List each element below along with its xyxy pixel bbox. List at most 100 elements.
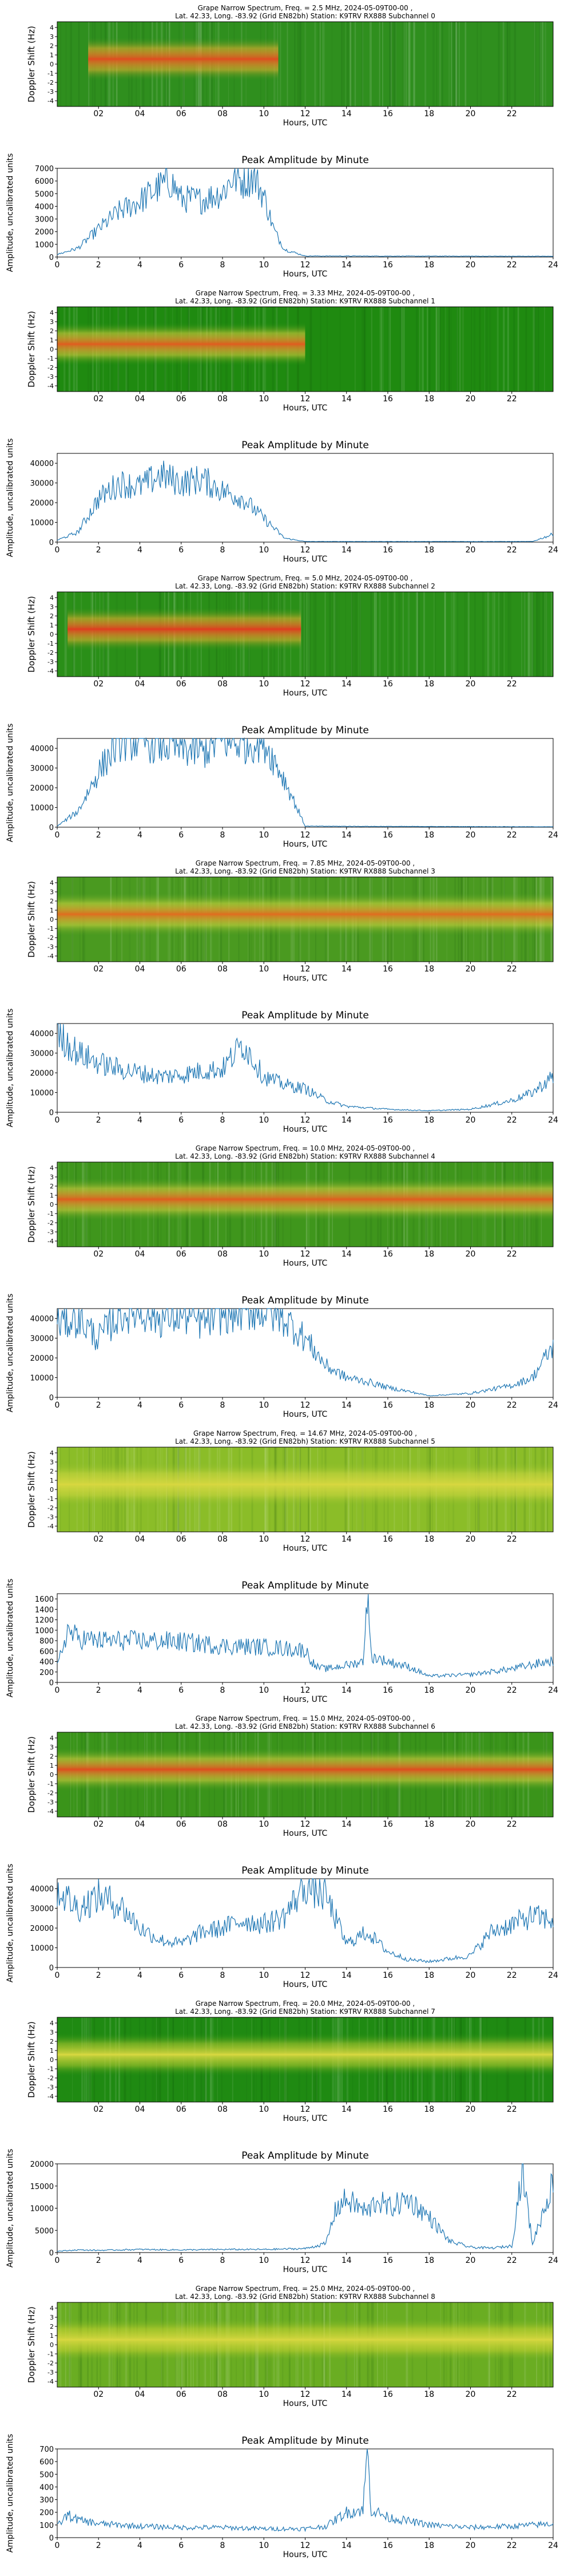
spectrogram-y-tick-label: -2	[47, 1504, 54, 1512]
spectrogram-texture	[382, 307, 384, 392]
spectrogram-texture	[407, 592, 410, 677]
amplitude-frame	[57, 453, 554, 543]
spectrogram-texture	[545, 22, 547, 106]
amplitude-x-tick-label: 22	[507, 1116, 517, 1125]
spectrogram-texture	[436, 22, 438, 106]
amplitude-x-tick-label: 10	[259, 831, 269, 840]
amplitude-x-tick-label: 10	[259, 1401, 269, 1410]
spectrogram-texture	[456, 22, 458, 106]
amplitude-x-tick-label: 16	[383, 1116, 393, 1125]
spectrogram-texture	[539, 22, 541, 106]
spectrogram-texture	[304, 592, 306, 677]
spectrogram-y-tick-label: 0	[50, 631, 54, 638]
amplitude-y-tick-label: 400	[39, 2483, 54, 2492]
spectrogram-x-tick-label: 18	[424, 2105, 434, 2114]
amplitude-y-axis-label: Amplitude, uncalibrated units	[6, 724, 15, 843]
amplitude-y-axis-label: Amplitude, uncalibrated units	[6, 1864, 15, 1983]
spectrogram-texture	[538, 592, 541, 677]
spectrogram-y-tick-label: 2	[50, 2038, 54, 2045]
amplitude-x-tick-label: 14	[341, 1686, 352, 1695]
spectrogram-texture	[536, 592, 539, 677]
spectrogram-texture	[468, 592, 470, 677]
panel-1: Grape Narrow Spectrum, Freq. = 3.33 MHz,…	[6, 289, 558, 564]
spectrogram-y-tick-label: 1	[50, 2047, 54, 2055]
spectrogram-texture	[375, 592, 378, 677]
spectrogram-x-tick-label: 14	[341, 2390, 352, 2399]
spectrogram-y-tick-label: 0	[50, 1771, 54, 1779]
spectrogram-texture	[464, 592, 465, 677]
amplitude-x-tick-label: 22	[507, 1401, 517, 1410]
panel-8: Grape Narrow Spectrum, Freq. = 25.0 MHz,…	[6, 2285, 558, 2559]
amplitude-x-tick-label: 14	[341, 1401, 352, 1410]
spectrogram-y-tick-label: -4	[47, 2093, 54, 2100]
panel-4: Grape Narrow Spectrum, Freq. = 10.0 MHz,…	[6, 1144, 558, 1419]
spectrogram-title-line1: Grape Narrow Spectrum, Freq. = 20.0 MHz,…	[196, 2000, 415, 2008]
spectrogram-y-tick-label: -3	[47, 88, 54, 96]
amplitude-x-tick-label: 24	[548, 1401, 558, 1410]
spectrogram-texture	[479, 307, 481, 392]
spectrogram-texture	[309, 307, 312, 392]
amplitude-x-tick-label: 18	[424, 1116, 434, 1125]
spectrogram-texture	[351, 592, 353, 677]
spectrogram-texture	[64, 592, 66, 677]
spectrogram-y-tick-label: -1	[47, 1210, 54, 1218]
spectrogram-y-tick-label: -2	[47, 934, 54, 942]
spectrogram-y-tick-label: 1	[50, 337, 54, 344]
spectrogram-texture	[402, 592, 404, 677]
amplitude-y-tick-label: 0	[49, 1964, 54, 1973]
spectrogram-texture	[442, 22, 443, 106]
spectrogram-texture	[304, 22, 307, 106]
spectrogram-texture	[413, 22, 415, 106]
spectrogram-x-tick-label: 10	[259, 109, 269, 118]
amplitude-x-tick-label: 12	[300, 1686, 311, 1695]
amplitude-x-tick-label: 4	[137, 1971, 142, 1980]
spectrogram-texture	[408, 592, 410, 677]
spectrogram-x-tick-label: 12	[300, 1250, 311, 1259]
spectrogram-y-axis-label: Doppler Shift (Hz)	[26, 1166, 37, 1243]
amplitude-y-axis-label: Amplitude, uncalibrated units	[6, 2434, 15, 2553]
amplitude-x-tick-label: 24	[548, 1686, 558, 1695]
spectrogram-y-tick-label: 1	[50, 1477, 54, 1484]
amplitude-x-tick-label: 20	[466, 2256, 476, 2265]
amplitude-chart: Peak Amplitude by Minute0200400600800100…	[6, 1579, 558, 1704]
amplitude-y-tick-label: 40000	[30, 1315, 54, 1323]
amplitude-x-tick-label: 22	[507, 831, 517, 840]
spectrogram-y-tick-label: 3	[50, 318, 54, 326]
amplitude-x-tick-label: 18	[424, 2256, 434, 2265]
spectrogram-texture	[319, 22, 321, 106]
spectrogram-x-tick-label: 12	[300, 394, 311, 404]
spectrogram-x-tick-label: 18	[424, 394, 434, 404]
spectrogram-x-tick-label: 08	[217, 2390, 228, 2399]
spectrogram-y-tick-label: -3	[47, 658, 54, 666]
spectrogram-texture	[336, 592, 338, 677]
spectrogram-y-tick-label: 2	[50, 898, 54, 905]
spectrogram-texture	[456, 307, 458, 392]
spectrogram-texture	[528, 592, 531, 677]
spectrogram-texture	[514, 22, 517, 106]
amplitude-y-tick-label: 5000	[35, 190, 54, 199]
spectrogram-texture	[401, 307, 403, 392]
amplitude-x-axis-label: Hours, UTC	[283, 2550, 328, 2559]
spectrogram-x-tick-label: 12	[300, 1820, 311, 1829]
amplitude-series-line	[57, 1307, 554, 1397]
spectrogram-x-tick-label: 08	[217, 109, 228, 118]
amplitude-y-tick-label: 4000	[35, 203, 54, 211]
spectrogram-title-line2: Lat. 42.33, Long. -83.92 (Grid EN82bh) S…	[175, 867, 435, 875]
spectrogram-y-tick-label: 2	[50, 42, 54, 50]
spectrogram-x-tick-label: 18	[424, 679, 434, 689]
panel-3: Grape Narrow Spectrum, Freq. = 7.85 MHz,…	[6, 859, 558, 1134]
spectrogram-texture	[432, 22, 435, 106]
amplitude-x-axis-label: Hours, UTC	[283, 270, 328, 279]
spectrogram-y-tick-label: 4	[50, 1164, 54, 1172]
spectrogram-texture	[355, 22, 356, 106]
spectrogram-y-tick-label: 4	[50, 24, 54, 31]
spectrogram-x-tick-label: 20	[466, 394, 476, 404]
amplitude-y-tick-label: 5000	[35, 2227, 54, 2235]
amplitude-x-tick-label: 10	[259, 260, 269, 270]
spectrogram-x-tick-label: 02	[93, 2390, 104, 2399]
spectrogram-texture	[417, 592, 420, 677]
spectrogram-x-axis-label: Hours, UTC	[283, 1829, 328, 1838]
amplitude-y-tick-label: 0	[49, 2534, 54, 2543]
spectrogram-texture	[448, 307, 450, 392]
